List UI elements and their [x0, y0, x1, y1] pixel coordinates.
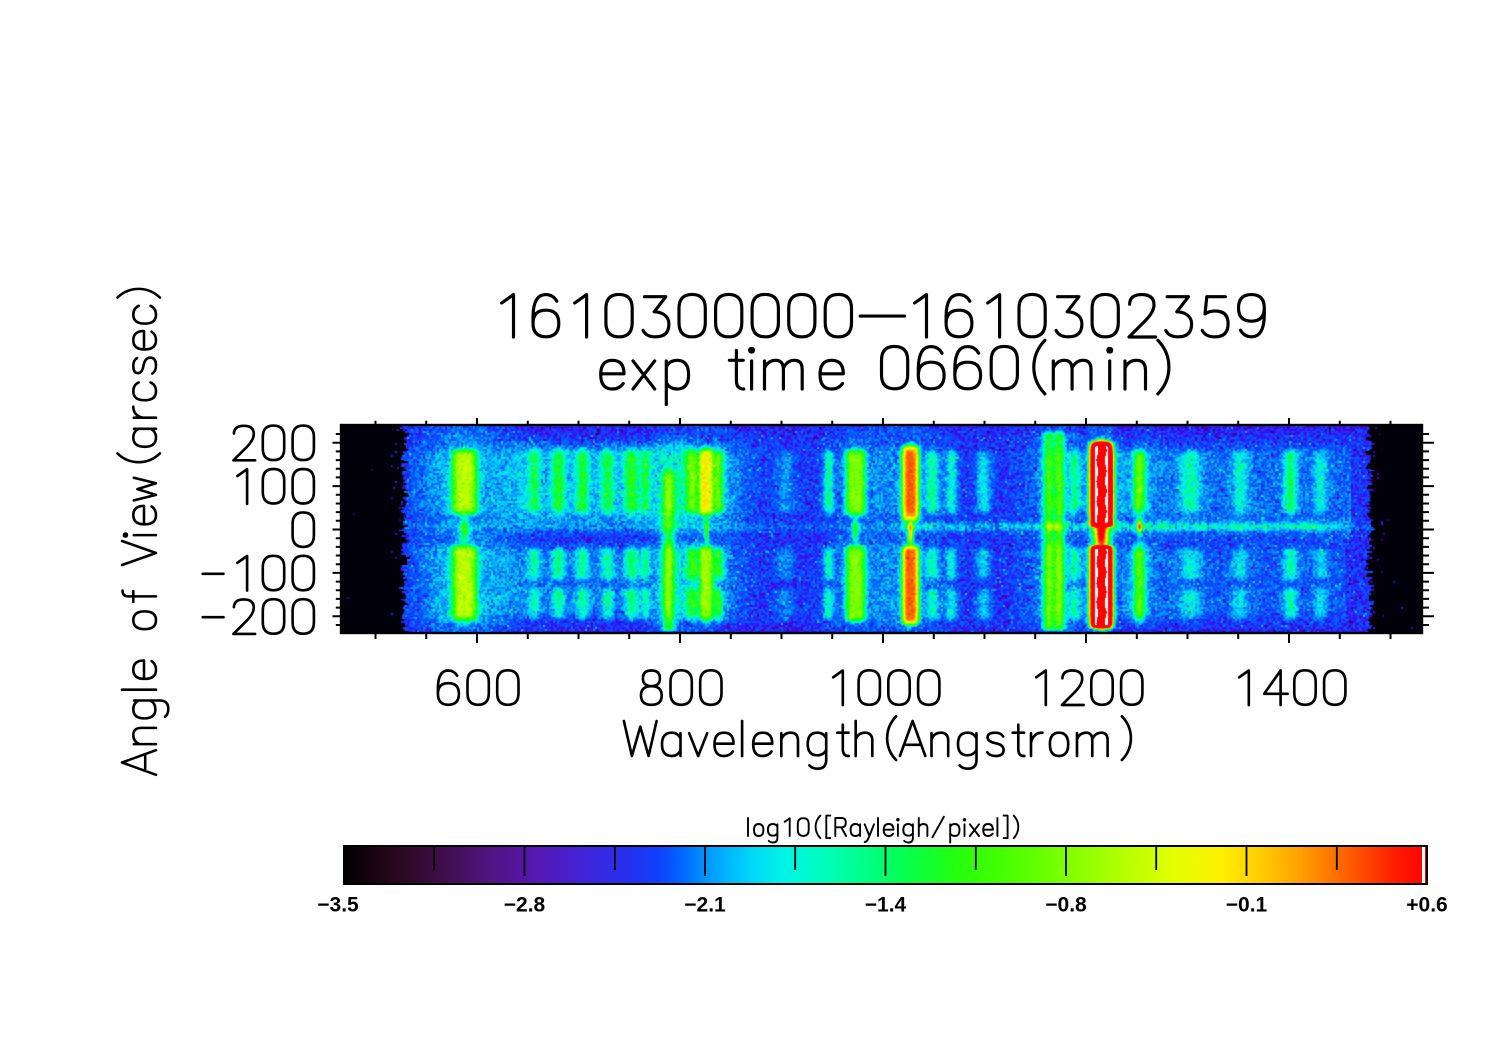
svg-text:−0.8: −0.8 [1045, 894, 1087, 917]
svg-text:−3.5: −3.5 [317, 894, 359, 917]
svg-text:−1.4: −1.4 [865, 894, 907, 917]
svg-text:−2.8: −2.8 [504, 894, 546, 917]
svg-text:−2.1: −2.1 [684, 894, 726, 917]
svg-text:−0.1: −0.1 [1226, 894, 1268, 917]
svg-text:+0.6: +0.6 [1406, 894, 1447, 917]
